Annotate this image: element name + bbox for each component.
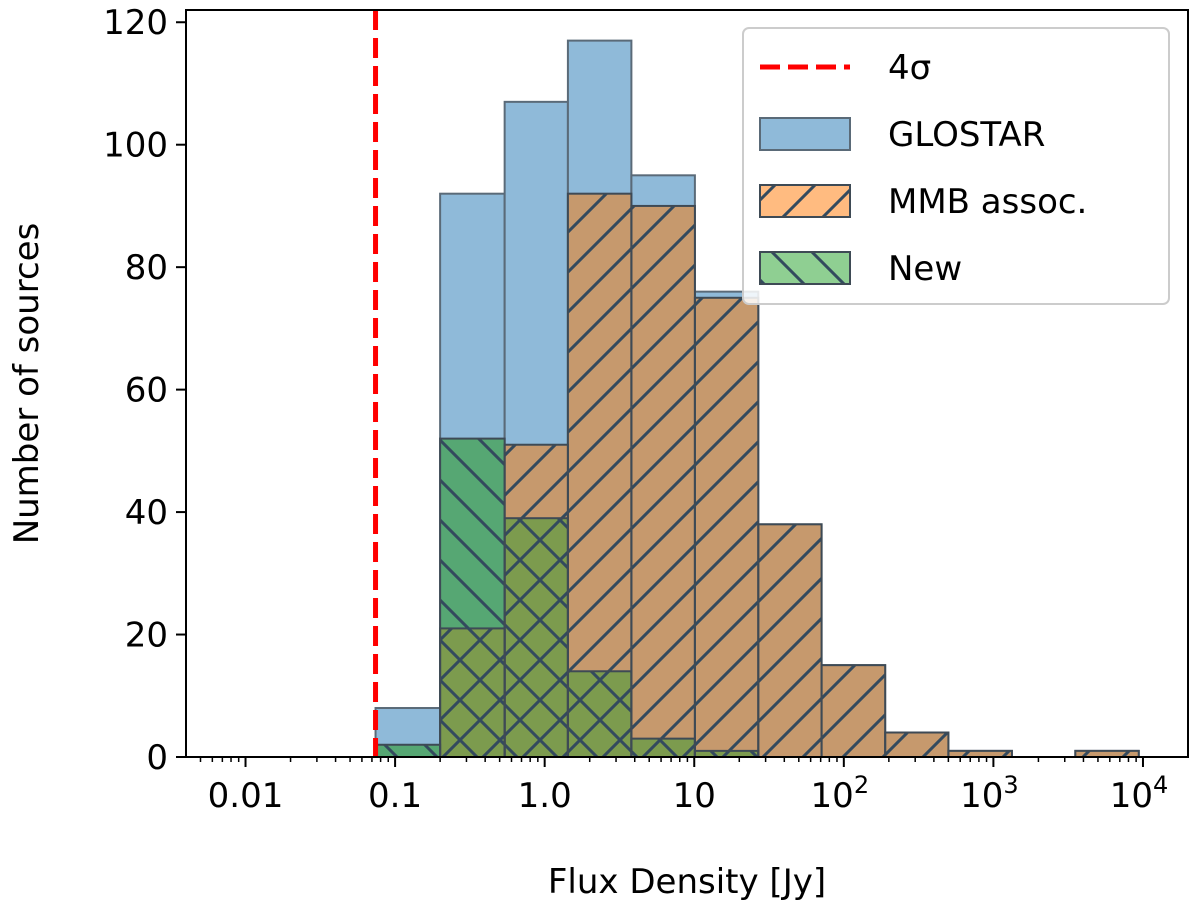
- new-hatch: [566, 670, 633, 758]
- x-tick-exponent: 2: [854, 771, 869, 799]
- x-tick-exponent: 4: [1153, 771, 1168, 799]
- y-tick-label: 80: [125, 248, 168, 288]
- mmb-hatch: [820, 664, 887, 759]
- mmb-hatch: [693, 296, 760, 758]
- legend-label-glostar: GLOSTAR: [888, 115, 1045, 155]
- new-hatch: [374, 743, 442, 758]
- legend-glostar-handle: [759, 117, 851, 151]
- y-tick-label: 100: [103, 126, 168, 166]
- new-hatch: [630, 737, 696, 759]
- legend-box: [742, 27, 1170, 305]
- x-tick-label: 102: [811, 771, 870, 816]
- y-tick-label: 120: [103, 3, 168, 43]
- x-tick-label: 103: [960, 771, 1019, 816]
- x-tick-label: 10: [673, 776, 716, 816]
- y-axis-label: Number of sources: [7, 223, 47, 545]
- mmb-hatch: [884, 731, 950, 758]
- x-tick-base: 10: [960, 776, 1003, 816]
- legend-label-new: New: [888, 249, 962, 289]
- legend-label-threshold: 4σ: [888, 48, 931, 88]
- y-tick-label: 20: [125, 616, 168, 656]
- x-tick-label: 104: [1110, 771, 1169, 816]
- x-tick-label: 0.01: [208, 776, 284, 816]
- x-tick-base: 10: [1110, 776, 1153, 816]
- x-tick-label: 0.1: [368, 776, 422, 816]
- legend-new-hatch: [759, 251, 851, 285]
- y-tick-label: 0: [146, 738, 168, 778]
- new-hatch: [439, 437, 506, 758]
- mmb-hatch: [630, 204, 696, 758]
- x-tick-base: 10: [811, 776, 854, 816]
- legend-mmb-hatch: [759, 184, 851, 218]
- legend: 4σ GLOSTAR MMB assoc. New: [742, 27, 1170, 305]
- x-tick-label: 1.0: [518, 776, 572, 816]
- x-tick-exponent: 3: [1003, 771, 1018, 799]
- mmb-hatch: [757, 523, 823, 759]
- plot-area: [373, 10, 1140, 759]
- legend-label-mmb: MMB assoc.: [888, 182, 1087, 222]
- y-tick-label: 60: [125, 371, 168, 411]
- new-hatch: [503, 517, 569, 758]
- x-axis-label: Flux Density [Jy]: [548, 862, 826, 902]
- y-tick-label: 40: [125, 493, 168, 533]
